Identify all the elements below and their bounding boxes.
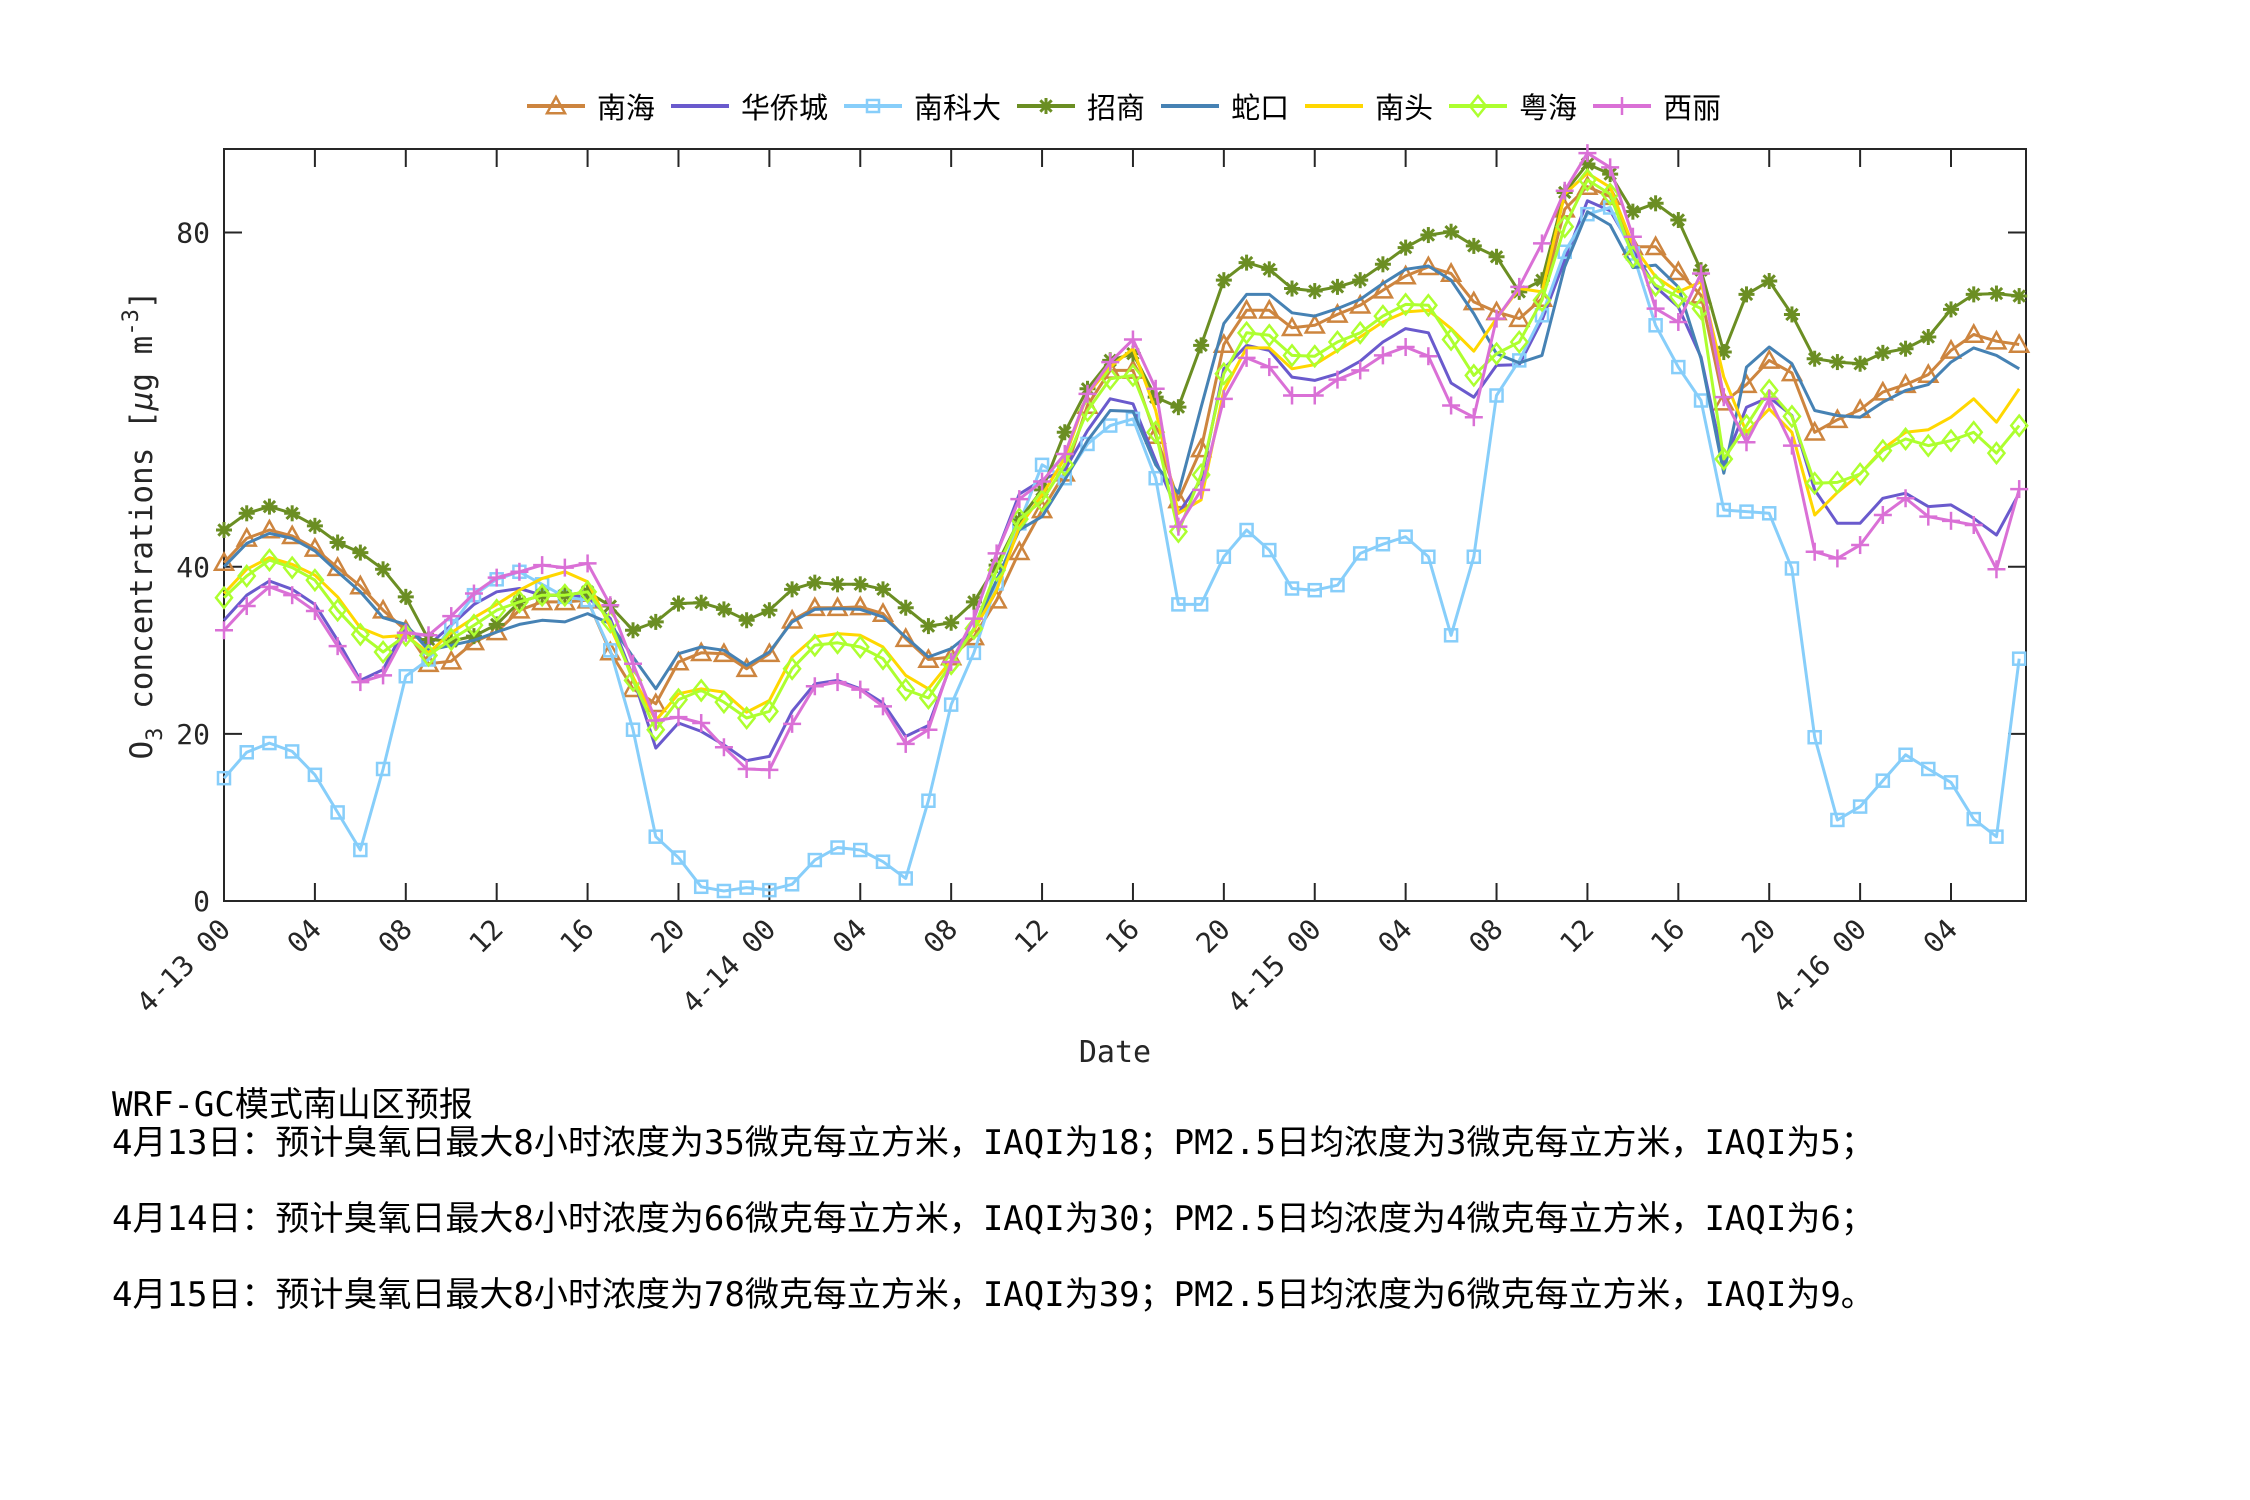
x-tick-label: 16	[1099, 913, 1146, 960]
legend-item-0[interactable]: 南海	[525, 85, 655, 127]
legend-label: 招商	[1087, 91, 1146, 125]
forecast-line-apr15: 4月15日：预计臭氧日最大8小时浓度为78微克每立方米，IAQI为39；PM2.…	[112, 1275, 1875, 1315]
legend-label: 南科大	[914, 91, 1002, 125]
plus-icon	[1593, 97, 1652, 115]
series-2	[216, 200, 2027, 899]
x-tick-label: 4-13 00	[130, 913, 237, 1020]
x-tick-label: 20	[644, 913, 691, 960]
x-tick-label: 08	[917, 913, 964, 960]
legend-item-2[interactable]: 南科大	[842, 85, 1001, 127]
y-axis-label: O3 concentrations [μg m-3]	[119, 290, 168, 759]
legend-item-4[interactable]: 蛇口	[1159, 85, 1289, 127]
line-swatch-icon	[1161, 104, 1220, 108]
y-tick-label: 0	[193, 885, 210, 918]
x-tick-label: 12	[1008, 913, 1055, 960]
x-tick-label: 04	[281, 913, 328, 960]
x-tick-label: 20	[1190, 913, 1237, 960]
x-tick-label: 04	[1917, 913, 1964, 960]
series-5	[222, 171, 2021, 722]
line-swatch-icon	[1305, 104, 1364, 108]
legend-item-7[interactable]: 西丽	[1591, 85, 1721, 127]
legend-label: 南头	[1375, 91, 1434, 125]
diamond-icon	[1449, 93, 1508, 119]
x-tick-label: 4-14 00	[676, 913, 783, 1020]
legend-item-5[interactable]: 南头	[1303, 85, 1433, 127]
y-tick-label: 40	[176, 551, 210, 584]
forecast-title: WRF-GC模式南山区预报	[112, 1085, 473, 1125]
legend-item-1[interactable]: 华侨城	[669, 85, 828, 127]
triangle-icon	[527, 94, 585, 115]
legend-item-3[interactable]: 招商	[1015, 85, 1145, 127]
legend-item-6[interactable]: 粤海	[1447, 85, 1577, 127]
forecast-line-apr14: 4月14日：预计臭氧日最大8小时浓度为66微克每立方米，IAQI为30；PM2.…	[112, 1199, 1875, 1239]
square-icon	[844, 98, 903, 114]
series-6	[214, 167, 2029, 742]
y-tick-label: 20	[176, 718, 210, 751]
x-tick-label: 4-16 00	[1766, 913, 1873, 1020]
x-tick-label: 16	[553, 913, 600, 960]
series-7	[215, 144, 2029, 779]
x-tick-label: 08	[1462, 913, 1509, 960]
x-tick-label: 4-15 00	[1221, 913, 1328, 1020]
x-tick-label: 04	[826, 913, 873, 960]
y-tick-label: 80	[176, 217, 210, 250]
legend-label: 蛇口	[1231, 91, 1290, 125]
forecast-line-apr13: 4月13日：预计臭氧日最大8小时浓度为35微克每立方米，IAQI为18；PM2.…	[112, 1123, 1875, 1163]
legend-label: 粤海	[1519, 91, 1578, 125]
forecast-notes: WRF-GC模式南山区预报 4月13日：预计臭氧日最大8小时浓度为35微克每立方…	[112, 1086, 1875, 1314]
x-tick-label: 04	[1371, 913, 1418, 960]
x-axis-label: Date	[1079, 1035, 1151, 1070]
legend-label: 华侨城	[741, 91, 829, 125]
x-tick-label: 08	[372, 913, 419, 960]
star-icon	[1017, 98, 1076, 114]
series-1	[222, 199, 2021, 763]
x-tick-label: 20	[1735, 913, 1782, 960]
legend-label: 西丽	[1663, 91, 1722, 125]
x-tick-label: 12	[462, 913, 509, 960]
plot-frame	[223, 148, 2027, 902]
line-swatch-icon	[671, 104, 730, 108]
chart-legend: 南海 华侨城 南科大 招商 蛇口 南头 粤海 西丽	[525, 84, 1721, 128]
legend-label: 南海	[597, 91, 656, 125]
x-tick-label: 16	[1644, 913, 1691, 960]
x-tick-label: 12	[1553, 913, 1600, 960]
